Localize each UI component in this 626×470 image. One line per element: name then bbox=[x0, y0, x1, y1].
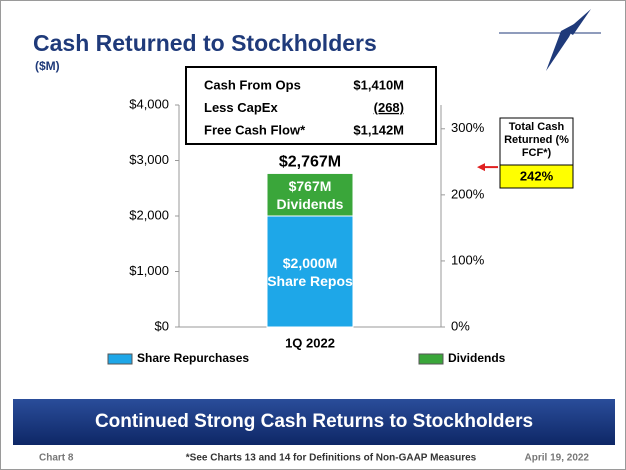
legend-swatch bbox=[418, 353, 444, 365]
y-tick-label: $4,000 bbox=[129, 96, 169, 111]
table-label: Cash From Ops bbox=[204, 77, 301, 92]
y-tick-label: $1,000 bbox=[129, 263, 169, 278]
footer-date: April 19, 2022 bbox=[525, 453, 590, 464]
bar-segment bbox=[266, 215, 354, 328]
callout-box bbox=[499, 117, 574, 166]
bar-segment bbox=[266, 172, 354, 217]
table-label: Free Cash Flow* bbox=[204, 122, 306, 137]
total-label: $2,767M bbox=[279, 154, 341, 171]
unit-label: ($M) bbox=[35, 59, 60, 73]
y-tick-label: $0 bbox=[155, 318, 169, 333]
banner-text: Continued Strong Cash Returns to Stockho… bbox=[95, 411, 533, 432]
callout-arrowhead bbox=[477, 163, 485, 172]
callout-title: Total Cash Returned (% FCF*) bbox=[504, 121, 569, 159]
legend-label: Share Repurchases bbox=[137, 351, 249, 365]
table-value: $1,410M bbox=[353, 77, 404, 92]
legend-label: Dividends bbox=[448, 351, 506, 365]
x-tick-label: 1Q 2022 bbox=[285, 335, 335, 350]
cash-table-box bbox=[185, 66, 437, 145]
y-tick-label: $3,000 bbox=[129, 152, 169, 167]
bar-value-label: $2,000M Share Repos bbox=[267, 254, 353, 289]
table-label: Less CapEx bbox=[204, 100, 278, 115]
legend-swatch bbox=[107, 353, 133, 365]
footer-left: Chart 8 bbox=[39, 453, 74, 464]
y2-tick-label: 0% bbox=[451, 318, 470, 333]
slide-title: Cash Returned to Stockholders bbox=[33, 30, 377, 56]
footer-note: *See Charts 13 and 14 for Definitions of… bbox=[186, 453, 477, 464]
bar-value-label: $767M Dividends bbox=[276, 177, 344, 212]
y2-tick-label: 100% bbox=[451, 252, 485, 267]
y2-tick-label: 300% bbox=[451, 120, 485, 135]
table-value: $1,142M bbox=[353, 122, 404, 137]
y-tick-label: $2,000 bbox=[129, 207, 169, 222]
banner bbox=[13, 399, 615, 445]
logo bbox=[499, 9, 601, 71]
table-value: (268) bbox=[374, 100, 404, 115]
callout-value: 242% bbox=[520, 168, 554, 183]
y2-tick-label: 200% bbox=[451, 186, 485, 201]
callout-value-box bbox=[499, 164, 574, 189]
